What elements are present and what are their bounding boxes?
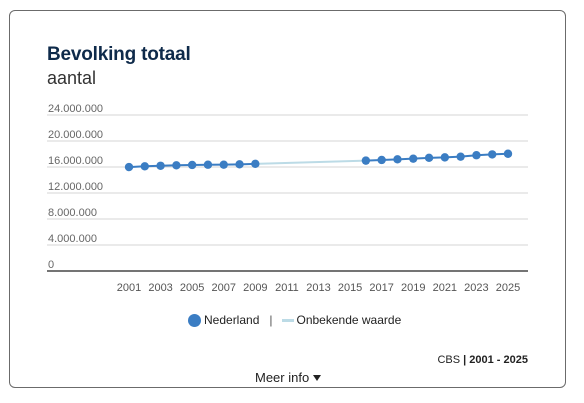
data-point-nederland bbox=[187, 160, 197, 170]
chart-subtitle: aantal bbox=[47, 68, 97, 88]
x-tick-label: 2009 bbox=[243, 282, 267, 294]
more-info-button[interactable]: Meer info bbox=[255, 370, 322, 385]
x-tick-label: 2003 bbox=[148, 282, 172, 294]
y-tick-label: 16.000.000 bbox=[48, 155, 103, 167]
x-tick-label: 2017 bbox=[369, 282, 393, 294]
legend-label-onbekend[interactable]: Onbekende waarde bbox=[296, 313, 402, 327]
data-point-nederland bbox=[409, 154, 418, 163]
caret-down-icon bbox=[313, 374, 322, 381]
data-point-nederland bbox=[440, 153, 450, 162]
x-tick-label: 2013 bbox=[306, 282, 330, 294]
data-point-nederland bbox=[361, 156, 371, 165]
data-point-nederland bbox=[424, 153, 434, 163]
series-line-nederland bbox=[365, 152, 509, 162]
source-separator: | bbox=[463, 354, 470, 366]
legend-label-nederland[interactable]: Nederland bbox=[204, 313, 260, 327]
data-point-nederland bbox=[472, 151, 481, 160]
legend-marker-onbekend bbox=[281, 318, 294, 322]
data-point-nederland bbox=[124, 162, 134, 172]
legend-marker-nederland bbox=[188, 313, 201, 327]
y-tick-label: 0 bbox=[48, 259, 54, 271]
data-point-nederland bbox=[172, 161, 181, 170]
x-tick-label: 2001 bbox=[117, 282, 141, 294]
source-range: 2001 - 2025 bbox=[469, 354, 528, 366]
data-point-nederland bbox=[456, 152, 465, 161]
y-tick-label: 24.000.000 bbox=[48, 103, 103, 115]
data-point-nederland bbox=[219, 160, 228, 169]
x-tick-label: 2023 bbox=[464, 282, 488, 294]
y-tick-label: 20.000.000 bbox=[48, 129, 103, 141]
x-tick-label: 2015 bbox=[338, 282, 362, 294]
x-tick-label: 2021 bbox=[433, 282, 457, 294]
data-point-nederland bbox=[251, 159, 260, 169]
chart-legend: Nederland | Onbekende waarde bbox=[188, 313, 401, 327]
data-point-nederland bbox=[377, 155, 386, 165]
chart-card bbox=[9, 10, 566, 388]
x-tick-label: 2011 bbox=[275, 282, 299, 294]
x-tick-label: 2005 bbox=[180, 282, 204, 294]
data-point-nederland bbox=[503, 149, 513, 158]
y-tick-label: 8.000.000 bbox=[48, 207, 97, 219]
chart-title: Bevolking totaal bbox=[47, 44, 191, 65]
x-tick-label: 2019 bbox=[401, 282, 425, 294]
x-tick-label: 2007 bbox=[212, 282, 236, 294]
source-note: CBS | 2001 - 2025 bbox=[437, 354, 528, 366]
data-point-nederland bbox=[235, 160, 244, 169]
x-tick-label: 2025 bbox=[496, 282, 520, 294]
data-point-nederland bbox=[156, 161, 165, 170]
data-point-nederland bbox=[140, 162, 149, 171]
more-info-label: Meer info bbox=[255, 370, 310, 385]
data-point-nederland bbox=[393, 155, 402, 164]
legend-separator: | bbox=[269, 313, 273, 327]
y-tick-label: 4.000.000 bbox=[48, 233, 97, 245]
series-line-onbekende-waarde bbox=[255, 159, 366, 165]
y-tick-label: 12.000.000 bbox=[48, 181, 103, 193]
data-point-nederland bbox=[203, 160, 213, 169]
source-label: CBS bbox=[437, 354, 461, 366]
data-point-nederland bbox=[488, 150, 497, 159]
